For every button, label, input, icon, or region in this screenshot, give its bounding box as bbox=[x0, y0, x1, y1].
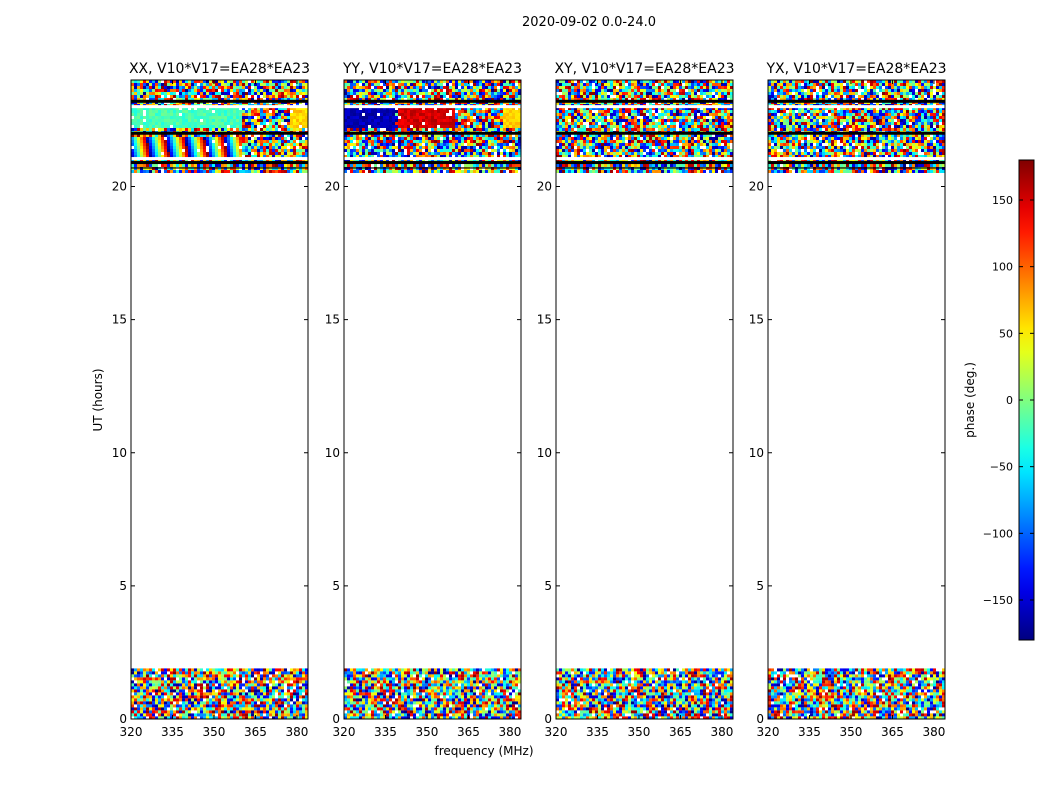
x-tick-label: 380 bbox=[498, 725, 521, 739]
colorbar-tick-label: −50 bbox=[990, 461, 1013, 474]
y-tick-label: 15 bbox=[537, 313, 552, 327]
colorbar-label: phase (deg.) bbox=[963, 362, 977, 438]
x-tick-label: 365 bbox=[669, 725, 692, 739]
panel-2: YY, V10*V17=EA28*EA23 320 335 350 365 380 0 5 10… bbox=[325, 61, 522, 739]
y-tick-label: 10 bbox=[749, 446, 764, 460]
colorbar-tick-label: 150 bbox=[992, 194, 1013, 207]
panel-frame bbox=[130, 79, 309, 720]
heatmap-cells bbox=[131, 80, 308, 719]
y-tick-label: 5 bbox=[119, 579, 127, 593]
panel-title: YX, V10*V17=EA28*EA23 bbox=[765, 61, 946, 77]
y-tick-label: 10 bbox=[112, 446, 127, 460]
y-tick-label: 0 bbox=[544, 712, 552, 726]
y-tick-label: 20 bbox=[325, 180, 340, 194]
y-tick-label: 5 bbox=[544, 579, 552, 593]
x-tick-label: 335 bbox=[161, 725, 184, 739]
x-tick-label: 350 bbox=[628, 725, 651, 739]
x-tick-label: 380 bbox=[285, 725, 308, 739]
x-tick-label: 350 bbox=[416, 725, 439, 739]
panels: XX, V10*V17=EA28*EA23 320 335 350 365 380 0 5 10… bbox=[112, 61, 947, 739]
x-tick-label: 380 bbox=[710, 725, 733, 739]
panel-1: XX, V10*V17=EA28*EA23 320 335 350 365 380 0 5 10… bbox=[112, 61, 310, 739]
panel-title: XX, V10*V17=EA28*EA23 bbox=[129, 61, 310, 77]
y-axis-label: UT (hours) bbox=[91, 368, 105, 431]
y-tick-label: 10 bbox=[325, 446, 340, 460]
x-tick-label: 365 bbox=[244, 725, 267, 739]
x-tick-label: 320 bbox=[545, 725, 568, 739]
y-tick-label: 0 bbox=[332, 712, 340, 726]
y-tick-label: 15 bbox=[325, 313, 340, 327]
x-tick-label: 350 bbox=[203, 725, 226, 739]
x-axis-label: frequency (MHz) bbox=[434, 744, 533, 758]
y-tick-label: 0 bbox=[756, 712, 764, 726]
y-tick-label: 5 bbox=[332, 579, 340, 593]
panel-frame bbox=[767, 79, 946, 720]
x-tick-label: 380 bbox=[922, 725, 945, 739]
y-tick-label: 10 bbox=[537, 446, 552, 460]
y-tick-label: 15 bbox=[112, 313, 127, 327]
y-tick-label: 20 bbox=[112, 180, 127, 194]
x-tick-label: 335 bbox=[374, 725, 397, 739]
colorbar-tick-label: −100 bbox=[983, 527, 1013, 540]
x-tick-label: 320 bbox=[757, 725, 780, 739]
x-tick-label: 365 bbox=[457, 725, 480, 739]
figure-title: 2020-09-02 0.0-24.0 bbox=[522, 15, 656, 30]
x-tick-label: 335 bbox=[586, 725, 609, 739]
y-tick-label: 15 bbox=[749, 313, 764, 327]
x-tick-label: 365 bbox=[881, 725, 904, 739]
panel-4: YX, V10*V17=EA28*EA23 320 335 350 365 380 0 5 10… bbox=[749, 61, 947, 739]
x-tick-label: 320 bbox=[333, 725, 356, 739]
colorbar-tick-label: −150 bbox=[983, 594, 1013, 607]
y-tick-label: 5 bbox=[756, 579, 764, 593]
y-tick-label: 0 bbox=[119, 712, 127, 726]
y-tick-label: 20 bbox=[749, 180, 764, 194]
panel-frame bbox=[343, 79, 522, 720]
colorbar-tick-label: 50 bbox=[999, 327, 1013, 340]
colorbar: −150 −100 −50 0 50 100 150 phase (deg.) bbox=[963, 159, 1035, 641]
x-tick-label: 335 bbox=[798, 725, 821, 739]
panel-3: XY, V10*V17=EA28*EA23 320 335 350 365 380 0 5 10… bbox=[537, 61, 735, 739]
colorbar-tick-label: 100 bbox=[992, 261, 1013, 274]
heatmap-cells bbox=[344, 80, 521, 719]
colorbar-tick-label: 0 bbox=[1006, 394, 1013, 407]
heatmap-cells bbox=[556, 80, 733, 719]
y-tick-label: 20 bbox=[537, 180, 552, 194]
panel-title: YY, V10*V17=EA28*EA23 bbox=[342, 61, 522, 77]
panel-frame bbox=[555, 79, 734, 720]
heatmap-cells bbox=[768, 80, 945, 719]
panel-title: XY, V10*V17=EA28*EA23 bbox=[554, 61, 734, 77]
x-tick-label: 350 bbox=[840, 725, 863, 739]
x-tick-label: 320 bbox=[120, 725, 143, 739]
